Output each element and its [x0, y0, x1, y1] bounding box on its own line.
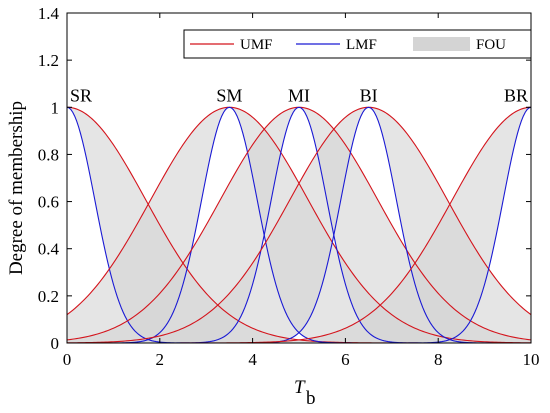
- legend-lmf-label: LMF: [346, 37, 377, 53]
- x-tick-label: 6: [341, 350, 350, 369]
- set-label-sm: SM: [216, 85, 242, 105]
- set-label-mi: MI: [288, 85, 310, 105]
- x-tick-label: 8: [434, 350, 443, 369]
- plot-frame: [66, 12, 532, 344]
- y-tick-label: 0: [51, 334, 60, 353]
- x-axis-title-subscript: b: [306, 388, 316, 409]
- legend-umf-label: UMF: [240, 37, 273, 53]
- set-labels: SR SM MI BI BR: [70, 85, 528, 105]
- set-label-sr: SR: [70, 85, 92, 105]
- legend-fou-label: FOU: [476, 37, 506, 53]
- x-tick-label: 2: [156, 350, 165, 369]
- y-tick-label: 0.4: [38, 240, 60, 259]
- y-tick-label: 0.6: [38, 193, 59, 212]
- axis-ticks: 0 2 4 6 8 10 0 0.2 0.4 0.6 0.8 1 1.2 1.4: [38, 4, 540, 369]
- y-tick-label: 1.2: [38, 51, 59, 70]
- x-tick-label: 10: [523, 350, 540, 369]
- set-label-br: BR: [504, 85, 528, 105]
- y-tick-label: 0.2: [38, 287, 59, 306]
- legend-box: [183, 29, 532, 59]
- legend-fou-swatch: [413, 37, 470, 51]
- y-tick-label: 1: [51, 98, 60, 117]
- umf-curve-bi: [66, 106, 532, 344]
- y-tick-label: 0.8: [38, 145, 59, 164]
- x-tick-label: 4: [248, 350, 257, 369]
- y-tick-label: 1.4: [38, 4, 60, 23]
- x-tick-label: 0: [63, 350, 72, 369]
- legend: UMF LMF FOU: [183, 29, 532, 59]
- set-label-bi: BI: [360, 85, 378, 105]
- y-axis-title: Degree of membership: [6, 101, 27, 275]
- x-axis-title: T: [294, 377, 306, 398]
